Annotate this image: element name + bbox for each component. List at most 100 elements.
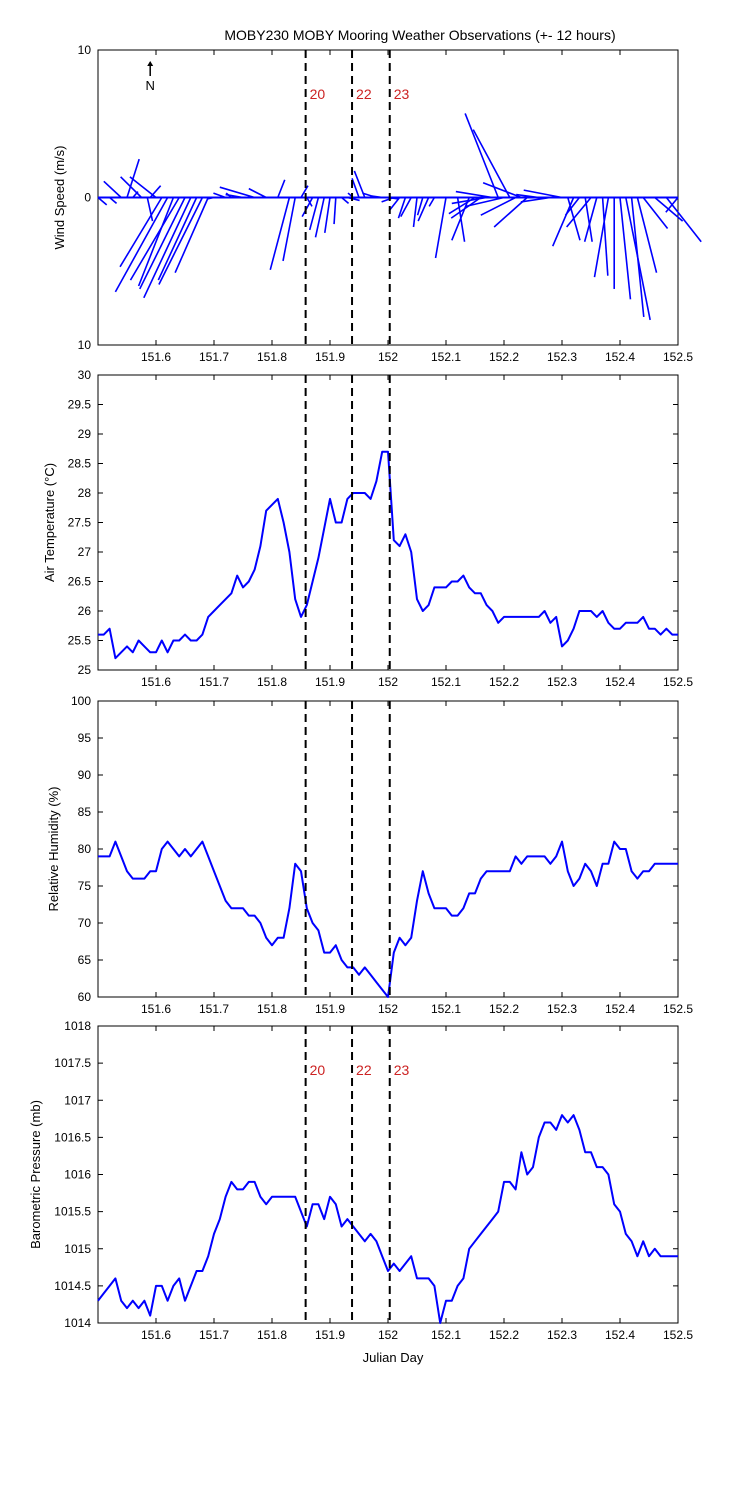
marker-label: 23 <box>394 1062 410 1078</box>
x-tick-label: 152.2 <box>489 675 519 689</box>
marker-label: 20 <box>310 1062 326 1078</box>
wind-vector <box>213 192 226 199</box>
x-tick-label: 152.5 <box>663 350 693 364</box>
wind-vector <box>482 182 522 199</box>
wind-vector <box>103 180 122 199</box>
x-tick-label: 151.6 <box>141 675 171 689</box>
wind-vector <box>126 158 140 198</box>
marker-label: 20 <box>310 86 326 102</box>
x-tick-label: 152 <box>378 350 398 364</box>
y-tick-label: 28.5 <box>68 457 92 471</box>
x-tick-label: 152.2 <box>489 1328 519 1342</box>
x-tick-label: 151.7 <box>199 350 229 364</box>
wind-vector <box>333 197 337 225</box>
wind-vector <box>129 176 157 199</box>
wind-vector <box>480 196 516 216</box>
wind-vector <box>434 197 447 259</box>
x-tick-label: 151.6 <box>141 350 171 364</box>
y-tick-label: 25.5 <box>68 634 92 648</box>
y-tick-label: 10 <box>78 43 92 57</box>
wind-vector <box>520 196 551 203</box>
wind-vector <box>465 196 505 208</box>
x-tick-label: 151.8 <box>257 1002 287 1016</box>
plot-frame <box>97 374 679 671</box>
chart-title: MOBY230 MOBY Mooring Weather Observation… <box>224 27 615 43</box>
wind-vector <box>158 197 204 285</box>
y-axis-label: Barometric Pressure (mb) <box>28 1100 43 1249</box>
panel-relative_humidity: 151.6 151.7 151.8 151.9 152 152.1 152.2 152.3 15… <box>46 694 693 1016</box>
panel-wind: 151.6 151.7 151.8 151.9 152 152.1 152.2 152.3 15… <box>52 43 702 364</box>
wind-vector <box>388 197 401 212</box>
y-tick-label: 26.5 <box>68 575 92 589</box>
y-tick-label: 27 <box>78 545 92 559</box>
y-tick-label: 75 <box>78 879 92 893</box>
x-tick-label: 152.3 <box>547 1002 577 1016</box>
wind-vector <box>97 196 108 206</box>
series-line-barometric_pressure <box>97 1114 678 1324</box>
x-tick-label: 152.2 <box>489 1002 519 1016</box>
wind-vector <box>137 197 175 287</box>
x-tick-label: 152.5 <box>663 1002 693 1016</box>
wind-vector <box>119 197 163 268</box>
x-tick-label: 151.9 <box>315 350 345 364</box>
y-tick-label: 85 <box>78 805 92 819</box>
wind-vector <box>619 197 632 300</box>
y-tick-label: 1015 <box>64 1242 91 1256</box>
wind-vector <box>347 196 360 202</box>
wind-vector <box>277 179 286 198</box>
wind-vector <box>314 197 325 238</box>
wind-vector <box>149 185 162 199</box>
x-axis-label: Julian Day <box>363 1350 424 1365</box>
x-tick-label: 151.9 <box>315 675 345 689</box>
y-tick-label: 25 <box>78 663 92 677</box>
marker-label: 23 <box>394 86 410 102</box>
wind-vector <box>225 193 244 199</box>
wind-vector <box>323 197 331 234</box>
wind-vector <box>566 196 592 228</box>
wind-vector <box>157 197 198 281</box>
y-tick-label: 1014.5 <box>54 1279 91 1293</box>
x-tick-label: 151.8 <box>257 1328 287 1342</box>
y-tick-label: 70 <box>78 916 92 930</box>
wind-vector <box>630 197 645 318</box>
y-tick-label: 1014 <box>64 1316 91 1330</box>
x-tick-label: 152.5 <box>663 675 693 689</box>
wind-vector <box>341 196 350 205</box>
y-tick-label: 1016 <box>64 1168 91 1182</box>
wind-vector <box>456 197 466 242</box>
y-tick-label: 1017.5 <box>54 1056 91 1070</box>
wind-vector <box>451 197 470 241</box>
wind-vector <box>450 196 482 219</box>
x-tick-label: 152.4 <box>605 675 635 689</box>
x-tick-label: 152 <box>378 675 398 689</box>
wind-vector <box>642 197 669 229</box>
y-tick-label: 1017 <box>64 1093 91 1107</box>
y-tick-label: 1018 <box>64 1019 91 1033</box>
wind-vector <box>516 193 539 199</box>
x-tick-label: 151.9 <box>315 1328 345 1342</box>
wind-vector <box>282 197 296 262</box>
north-arrowhead-icon <box>147 61 154 66</box>
y-tick-label: 27.5 <box>68 516 92 530</box>
wind-vector <box>584 197 593 242</box>
x-tick-label: 151.9 <box>315 1002 345 1016</box>
y-tick-label: 26 <box>78 604 92 618</box>
y-tick-label: 0 <box>84 191 91 205</box>
y-tick-label: 80 <box>78 842 92 856</box>
x-tick-label: 152.2 <box>489 350 519 364</box>
panel-barometric_pressure: 151.6 151.7 151.8 151.9 152 152.1 152.2 152.3 15… <box>28 1019 693 1342</box>
wind-vector <box>143 197 192 299</box>
y-tick-label: 29.5 <box>68 398 92 412</box>
x-tick-label: 152.3 <box>547 675 577 689</box>
wind-vector <box>636 197 658 273</box>
wind-vector <box>564 197 581 216</box>
marker-label: 22 <box>356 1062 372 1078</box>
y-axis-label: Relative Humidity (%) <box>46 787 61 912</box>
plot-frame <box>97 1025 679 1324</box>
wind-vector <box>665 196 679 213</box>
wind-vector <box>601 197 609 276</box>
wind-vector <box>412 197 418 228</box>
x-tick-label: 151.8 <box>257 675 287 689</box>
wind-vector <box>455 190 493 199</box>
y-tick-label: 10 <box>78 338 92 352</box>
